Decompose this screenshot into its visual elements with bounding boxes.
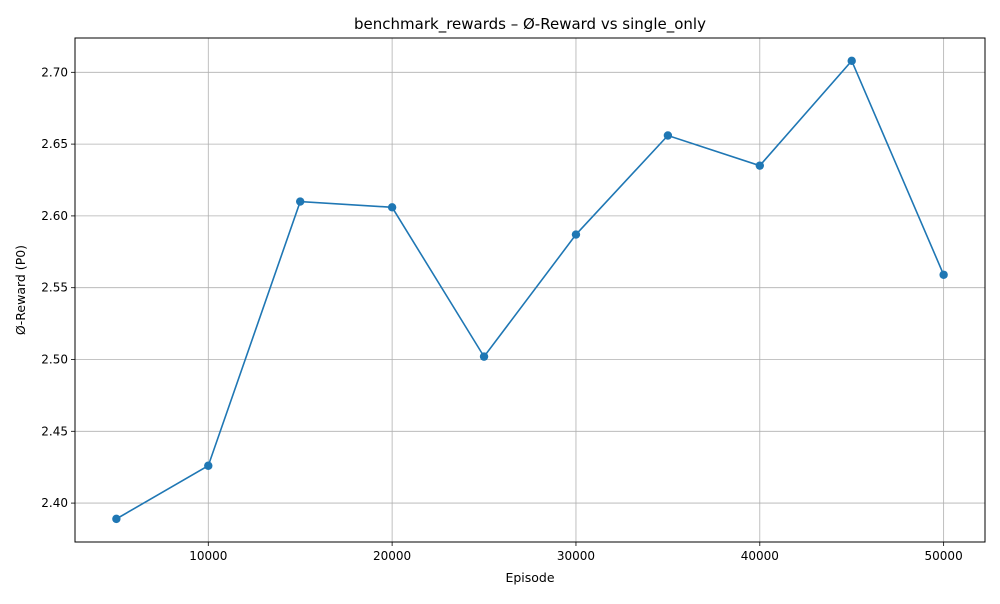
data-point (204, 461, 213, 470)
data-point (479, 352, 489, 361)
data-point (387, 203, 397, 212)
data-point (663, 131, 673, 140)
grid-lines (75, 38, 985, 542)
y-axis-label: Ø-Reward (P0) (13, 245, 28, 335)
data-series (112, 56, 948, 524)
data-point (296, 197, 305, 206)
data-point (847, 56, 856, 66)
y-tick-label: 2.70 (41, 65, 68, 79)
y-tick-label: 2.60 (41, 209, 68, 223)
x-tick-label: 50000 (925, 549, 963, 563)
data-point (112, 514, 121, 524)
y-tick-label: 2.55 (41, 281, 68, 295)
x-tick-label: 10000 (189, 549, 227, 563)
axis-ticks: 10000 20000 30000 40000 50000 2.40 2.45 2.50 2.5… (41, 65, 962, 563)
data-point (939, 270, 948, 279)
x-tick-label: 30000 (557, 549, 595, 563)
series-line (115, 59, 945, 520)
plot-frame (74, 37, 986, 543)
data-point (755, 161, 764, 170)
x-tick-label: 40000 (741, 549, 779, 563)
y-tick-label: 2.45 (41, 424, 68, 438)
x-tick-label: 20000 (373, 549, 411, 563)
data-point (571, 230, 581, 239)
y-tick-label: 2.65 (41, 137, 68, 151)
y-tick-label: 2.40 (41, 496, 68, 510)
y-tick-label: 2.50 (41, 352, 68, 366)
chart-title: benchmark_rewards – Ø-Reward vs single_o… (354, 15, 706, 34)
x-axis-label: Episode (505, 570, 554, 585)
